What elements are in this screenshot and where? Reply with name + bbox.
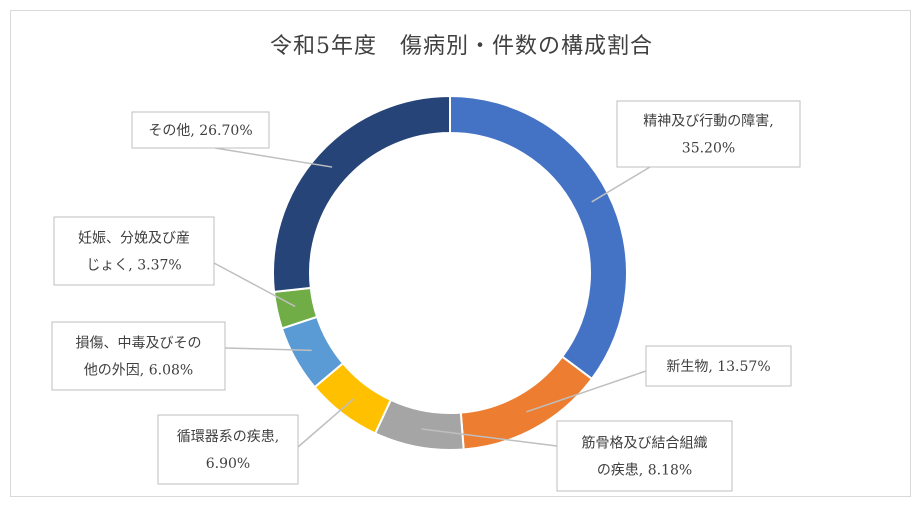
data-label-2-line-1: 新生物, 13.57% xyxy=(666,359,770,375)
data-label-box-7 xyxy=(131,111,270,149)
data-label-box-1 xyxy=(616,100,801,168)
leader-line-4 xyxy=(297,398,355,448)
leader-line-6 xyxy=(213,262,296,308)
data-label-3-line-1: 筋骨格及び結合組織 xyxy=(582,435,708,452)
leader-line-1 xyxy=(591,166,651,203)
donut-slice-1 xyxy=(449,94,628,381)
data-label-4-line-1: 循環器系の疾患, xyxy=(177,429,279,445)
data-label-box-3 xyxy=(556,420,733,492)
data-label-box-4 xyxy=(157,414,299,485)
donut-slice-7 xyxy=(272,94,451,293)
data-label-5-line-1: 損傷、中毒及びその xyxy=(76,336,202,352)
data-labels: 精神及び行動の障害, 35.20% 新生物, 13.57% 筋骨格及び結合組織の疾患,… xyxy=(51,100,801,492)
leader-line-7 xyxy=(214,147,333,168)
leader-line-2 xyxy=(526,370,647,413)
data-label-6-line-2: じょく, 3.37% xyxy=(86,258,181,274)
data-label-7-line-1: その他, 26.70% xyxy=(148,123,252,139)
leader-line-5 xyxy=(224,347,312,352)
data-label-box-2 xyxy=(645,345,792,387)
donut-slices xyxy=(272,94,628,451)
leader-line-3 xyxy=(421,428,558,447)
data-label-1-line-2: 35.20% xyxy=(682,141,735,157)
data-label-3-line-2: の疾患, 8.18% xyxy=(597,463,692,479)
chart-title: 令和5年度 傷病別・件数の構成割合 xyxy=(270,34,653,59)
data-label-box-5 xyxy=(51,321,226,391)
donut-slice-3 xyxy=(373,398,465,451)
leader-lines xyxy=(213,147,651,448)
data-label-1-line-1: 精神及び行動の障害, xyxy=(643,114,773,130)
data-label-6-line-1: 妊娠、分娩及び産 xyxy=(78,231,190,247)
data-label-5-line-2: 他の外因, 6.08% xyxy=(84,363,193,379)
data-label-4-line-2: 6.90% xyxy=(206,456,250,472)
data-label-box-6 xyxy=(53,216,215,286)
